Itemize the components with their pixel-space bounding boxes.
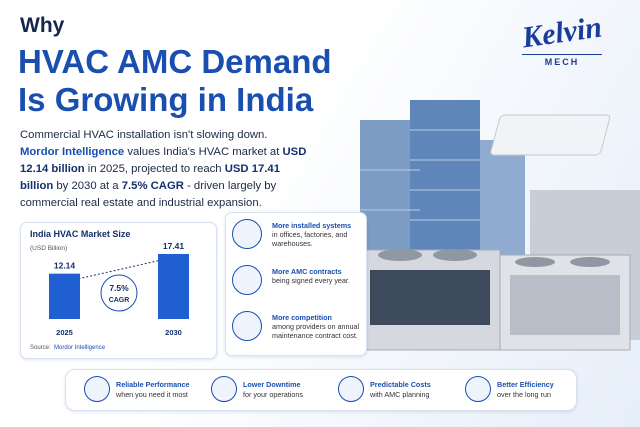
intro-text: 7.5% CAGR bbox=[121, 180, 184, 192]
benefit-text: Better Efficiency over the long run bbox=[497, 380, 554, 400]
feature-text: More installed systems in offices, factor… bbox=[272, 221, 360, 248]
title-line: Is Growing in India bbox=[18, 81, 314, 118]
value-label: 17.41 bbox=[163, 241, 185, 251]
benefit-desc: over the long run bbox=[497, 390, 551, 399]
feature-title: More AMC contracts bbox=[272, 267, 342, 276]
intro-text: USD 12.14 billion bbox=[20, 146, 307, 175]
feature-icon bbox=[232, 265, 262, 295]
benefit-icon bbox=[465, 376, 491, 402]
logo: Kelvin MECH bbox=[520, 11, 604, 67]
benefit-icon bbox=[84, 376, 110, 402]
feature-desc: in offices, factories, and warehouses. bbox=[272, 230, 348, 248]
feature-text: More AMC contracts being signed every yea… bbox=[272, 267, 360, 285]
intro-text: by 2030 at a bbox=[53, 180, 122, 192]
bar bbox=[49, 273, 80, 319]
intro-text: in 2025, projected to reach bbox=[84, 163, 225, 175]
logo-sub: MECH bbox=[522, 54, 602, 67]
benefit-title: Better Efficiency bbox=[497, 380, 554, 389]
feature-title: More competition bbox=[272, 313, 332, 322]
bar bbox=[158, 254, 189, 319]
intro-text: - driven largely by commercial real esta… bbox=[20, 180, 277, 209]
intro: Commercial HVAC installation isn't slowi… bbox=[20, 127, 310, 212]
hvac-illustration bbox=[359, 100, 640, 351]
chart-card: India HVAC Market Size (USD Billion) 7.5… bbox=[20, 222, 217, 359]
value-label: 12.14 bbox=[54, 261, 76, 271]
trend-arrow bbox=[74, 259, 162, 281]
feature-desc: among providers on annual maintenance co… bbox=[272, 322, 360, 340]
benefit-icon bbox=[338, 376, 364, 402]
source-label: Source: bbox=[30, 345, 51, 351]
intro-lead: Commercial HVAC installation isn't slowi… bbox=[20, 129, 268, 141]
title-line: HVAC AMC Demand bbox=[18, 43, 332, 80]
benefit-text: Reliable Performance when you need it mos… bbox=[116, 380, 190, 400]
feature-icon bbox=[232, 219, 262, 249]
feature-text: More competition among providers on annua… bbox=[272, 313, 360, 340]
benefit-text: Predictable Costs with AMC planning bbox=[370, 380, 431, 400]
logo-name: Kelvin bbox=[520, 10, 604, 55]
benefit-title: Reliable Performance bbox=[116, 380, 190, 389]
feature-title: More installed systems bbox=[272, 221, 352, 230]
intro-text: values India's HVAC market at bbox=[124, 146, 283, 158]
benefit-desc: for your operations bbox=[243, 390, 303, 399]
chart-title: India HVAC Market Size bbox=[30, 229, 130, 239]
feature-desc: being signed every year. bbox=[272, 276, 350, 285]
kicker: Why bbox=[20, 14, 65, 37]
benefit-desc: when you need it most bbox=[116, 390, 188, 399]
intro-text: Mordor Intelligence bbox=[20, 146, 125, 158]
benefit-text: Lower Downtime for your operations bbox=[243, 380, 303, 400]
chart: India HVAC Market Size (USD Billion) 7.5… bbox=[30, 229, 189, 351]
chart-subtitle: (USD Billion) bbox=[30, 245, 67, 252]
benefit-title: Lower Downtime bbox=[243, 380, 301, 389]
benefit-icon bbox=[211, 376, 237, 402]
benefit-desc: with AMC planning bbox=[370, 390, 430, 399]
annotation: 7.5% bbox=[109, 283, 129, 293]
category-label: 2025 bbox=[56, 328, 73, 337]
intro-text: USD 17.41 billion bbox=[20, 163, 280, 192]
features-card: More installed systems in offices, factor… bbox=[225, 212, 367, 356]
feature-icon bbox=[232, 311, 262, 341]
annotation: CAGR bbox=[109, 297, 130, 304]
benefits-bar: Reliable Performance when you need it mos… bbox=[65, 369, 577, 411]
source: Mordor Intelligence bbox=[54, 345, 106, 351]
benefit-title: Predictable Costs bbox=[370, 380, 431, 389]
category-label: 2030 bbox=[165, 328, 182, 337]
